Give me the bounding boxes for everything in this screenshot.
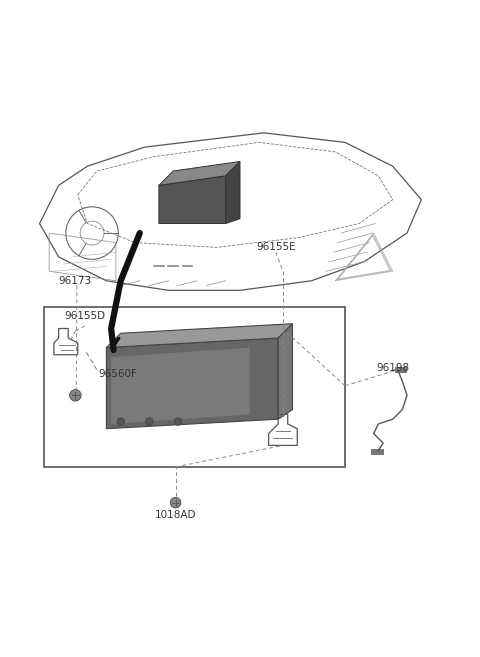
Text: 96173: 96173 (59, 275, 92, 286)
Text: 96155E: 96155E (256, 242, 296, 252)
Circle shape (70, 390, 81, 401)
Polygon shape (226, 162, 240, 223)
Text: 96198: 96198 (376, 363, 409, 373)
Text: 96155D: 96155D (64, 311, 106, 321)
Bar (371, 449, 383, 454)
Bar (395, 367, 406, 373)
Polygon shape (111, 348, 250, 424)
Polygon shape (278, 324, 292, 419)
Text: 1018AD: 1018AD (155, 510, 196, 520)
Circle shape (170, 497, 181, 508)
Polygon shape (159, 176, 226, 223)
Polygon shape (107, 338, 278, 429)
Circle shape (174, 418, 182, 425)
Polygon shape (159, 162, 240, 185)
Circle shape (145, 418, 153, 425)
Text: 96560F: 96560F (99, 369, 138, 379)
Circle shape (117, 418, 124, 425)
Polygon shape (107, 324, 292, 348)
